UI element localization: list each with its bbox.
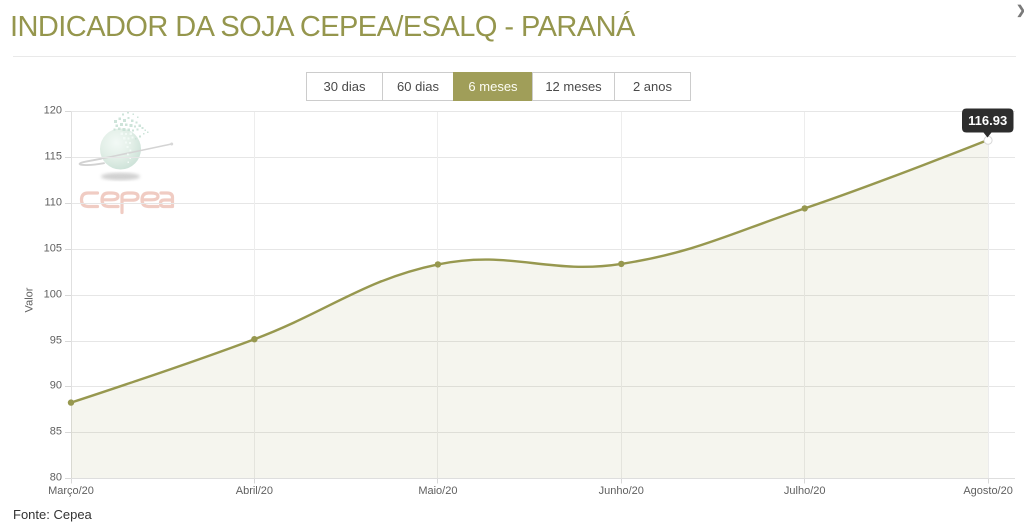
svg-text:115: 115 (44, 151, 62, 163)
svg-text:116.93: 116.93 (968, 113, 1007, 128)
svg-text:100: 100 (44, 289, 62, 301)
svg-text:Março/20: Março/20 (48, 485, 94, 497)
svg-text:85: 85 (50, 426, 62, 438)
svg-text:Abril/20: Abril/20 (236, 485, 273, 497)
svg-text:105: 105 (44, 243, 62, 255)
svg-text:Junho/20: Junho/20 (599, 485, 644, 497)
svg-text:80: 80 (50, 472, 62, 484)
svg-text:Maio/20: Maio/20 (418, 485, 457, 497)
svg-text:Agosto/20: Agosto/20 (963, 485, 1013, 497)
svg-text:Valor: Valor (24, 287, 36, 312)
svg-text:90: 90 (50, 380, 62, 392)
svg-text:110: 110 (44, 197, 62, 209)
svg-text:120: 120 (44, 105, 62, 117)
svg-text:Julho/20: Julho/20 (784, 485, 826, 497)
svg-text:95: 95 (50, 335, 62, 347)
